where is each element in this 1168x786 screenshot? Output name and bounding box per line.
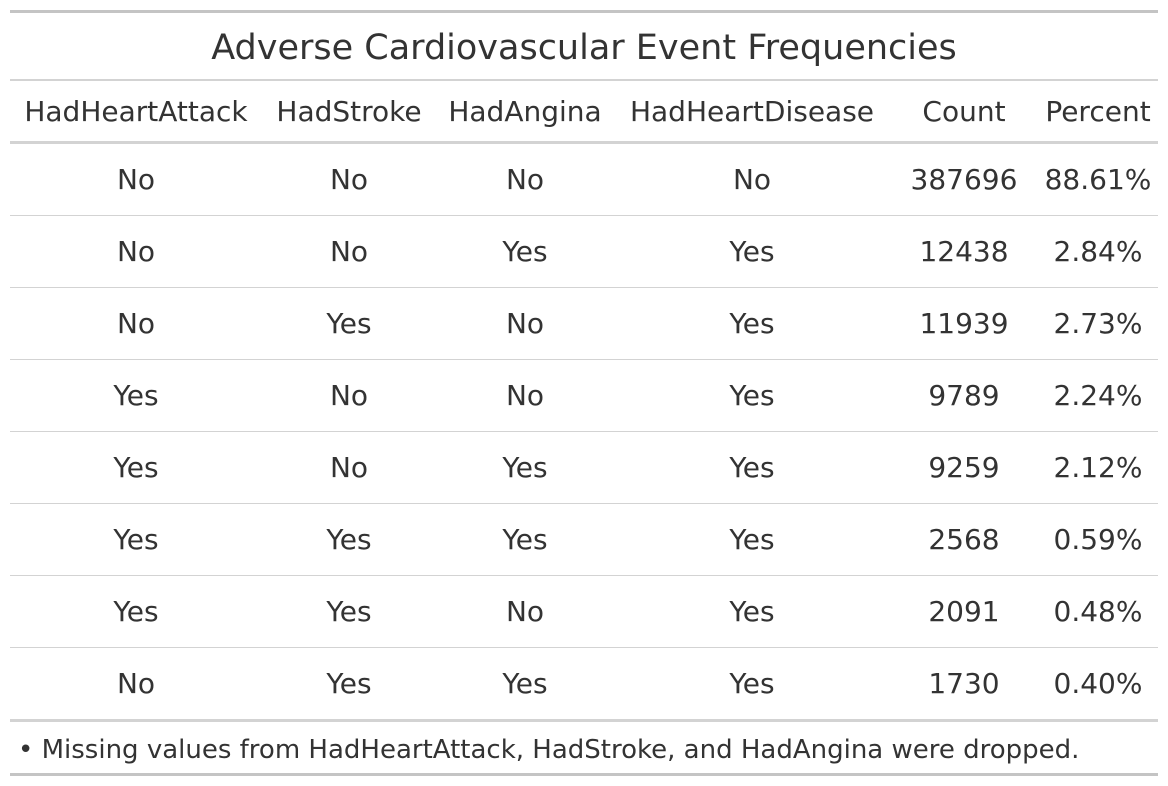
table-body: No No No No 387696 88.61% No No Yes Yes 12438 2.84%… xyxy=(10,142,1158,722)
table-row: No Yes No Yes 11939 2.73% xyxy=(10,287,1158,360)
cell-had-heart-disease: Yes xyxy=(614,647,890,722)
cell-had-stroke: Yes xyxy=(262,503,436,576)
cell-percent: 2.12% xyxy=(1038,431,1158,504)
frequency-table-container: Adverse Cardiovascular Event Frequencies… xyxy=(10,10,1158,776)
cell-had-angina: Yes xyxy=(436,503,614,576)
header-row: HadHeartAttack HadStroke HadAngina HadHe… xyxy=(10,81,1158,144)
cell-had-heart-attack: No xyxy=(10,215,262,288)
cell-had-stroke: Yes xyxy=(262,575,436,648)
cell-had-heart-attack: No xyxy=(10,287,262,360)
cell-had-heart-disease: No xyxy=(614,142,890,216)
cell-had-stroke: No xyxy=(262,215,436,288)
cell-count: 1730 xyxy=(890,647,1038,722)
table-row: Yes Yes Yes Yes 2568 0.59% xyxy=(10,503,1158,576)
cell-had-angina: No xyxy=(436,142,614,216)
frequency-table: HadHeartAttack HadStroke HadAngina HadHe… xyxy=(10,81,1158,722)
table-title: Adverse Cardiovascular Event Frequencies xyxy=(10,13,1158,81)
cell-count: 9789 xyxy=(890,359,1038,432)
cell-count: 2091 xyxy=(890,575,1038,648)
column-header-had-heart-disease: HadHeartDisease xyxy=(614,81,890,144)
cell-had-stroke: Yes xyxy=(262,287,436,360)
cell-had-angina: Yes xyxy=(436,215,614,288)
cell-count: 387696 xyxy=(890,142,1038,216)
top-rule xyxy=(10,10,1158,13)
cell-percent: 2.73% xyxy=(1038,287,1158,360)
cell-percent: 2.84% xyxy=(1038,215,1158,288)
cell-had-heart-attack: Yes xyxy=(10,503,262,576)
cell-had-stroke: No xyxy=(262,359,436,432)
cell-had-stroke: No xyxy=(262,431,436,504)
cell-percent: 0.48% xyxy=(1038,575,1158,648)
cell-had-heart-disease: Yes xyxy=(614,431,890,504)
cell-percent: 0.59% xyxy=(1038,503,1158,576)
column-header-had-heart-attack: HadHeartAttack xyxy=(10,81,262,144)
cell-had-stroke: No xyxy=(262,142,436,216)
cell-count: 11939 xyxy=(890,287,1038,360)
table-row: Yes No Yes Yes 9259 2.12% xyxy=(10,431,1158,504)
cell-had-heart-disease: Yes xyxy=(614,503,890,576)
column-header-had-stroke: HadStroke xyxy=(262,81,436,144)
cell-had-stroke: Yes xyxy=(262,647,436,722)
cell-count: 12438 xyxy=(890,215,1038,288)
table-row: No No Yes Yes 12438 2.84% xyxy=(10,215,1158,288)
cell-had-heart-disease: Yes xyxy=(614,215,890,288)
column-header-had-angina: HadAngina xyxy=(436,81,614,144)
cell-had-angina: Yes xyxy=(436,647,614,722)
cell-percent: 88.61% xyxy=(1038,142,1158,216)
table-row: Yes Yes No Yes 2091 0.48% xyxy=(10,575,1158,648)
cell-had-heart-attack: Yes xyxy=(10,359,262,432)
cell-had-heart-attack: No xyxy=(10,647,262,722)
cell-had-heart-attack: Yes xyxy=(10,575,262,648)
cell-had-heart-disease: Yes xyxy=(614,575,890,648)
cell-had-heart-disease: Yes xyxy=(614,359,890,432)
table-row: No No No No 387696 88.61% xyxy=(10,142,1158,216)
cell-count: 9259 xyxy=(890,431,1038,504)
cell-percent: 0.40% xyxy=(1038,647,1158,722)
cell-percent: 2.24% xyxy=(1038,359,1158,432)
cell-had-heart-attack: Yes xyxy=(10,431,262,504)
cell-had-angina: Yes xyxy=(436,431,614,504)
table-row: No Yes Yes Yes 1730 0.40% xyxy=(10,647,1158,722)
cell-had-angina: No xyxy=(436,287,614,360)
column-header-count: Count xyxy=(890,81,1038,144)
cell-count: 2568 xyxy=(890,503,1038,576)
cell-had-angina: No xyxy=(436,575,614,648)
cell-had-heart-disease: Yes xyxy=(614,287,890,360)
cell-had-angina: No xyxy=(436,359,614,432)
cell-had-heart-attack: No xyxy=(10,142,262,216)
table-footnote: • Missing values from HadHeartAttack, Ha… xyxy=(10,722,1158,776)
table-row: Yes No No Yes 9789 2.24% xyxy=(10,359,1158,432)
column-header-percent: Percent xyxy=(1038,81,1158,144)
